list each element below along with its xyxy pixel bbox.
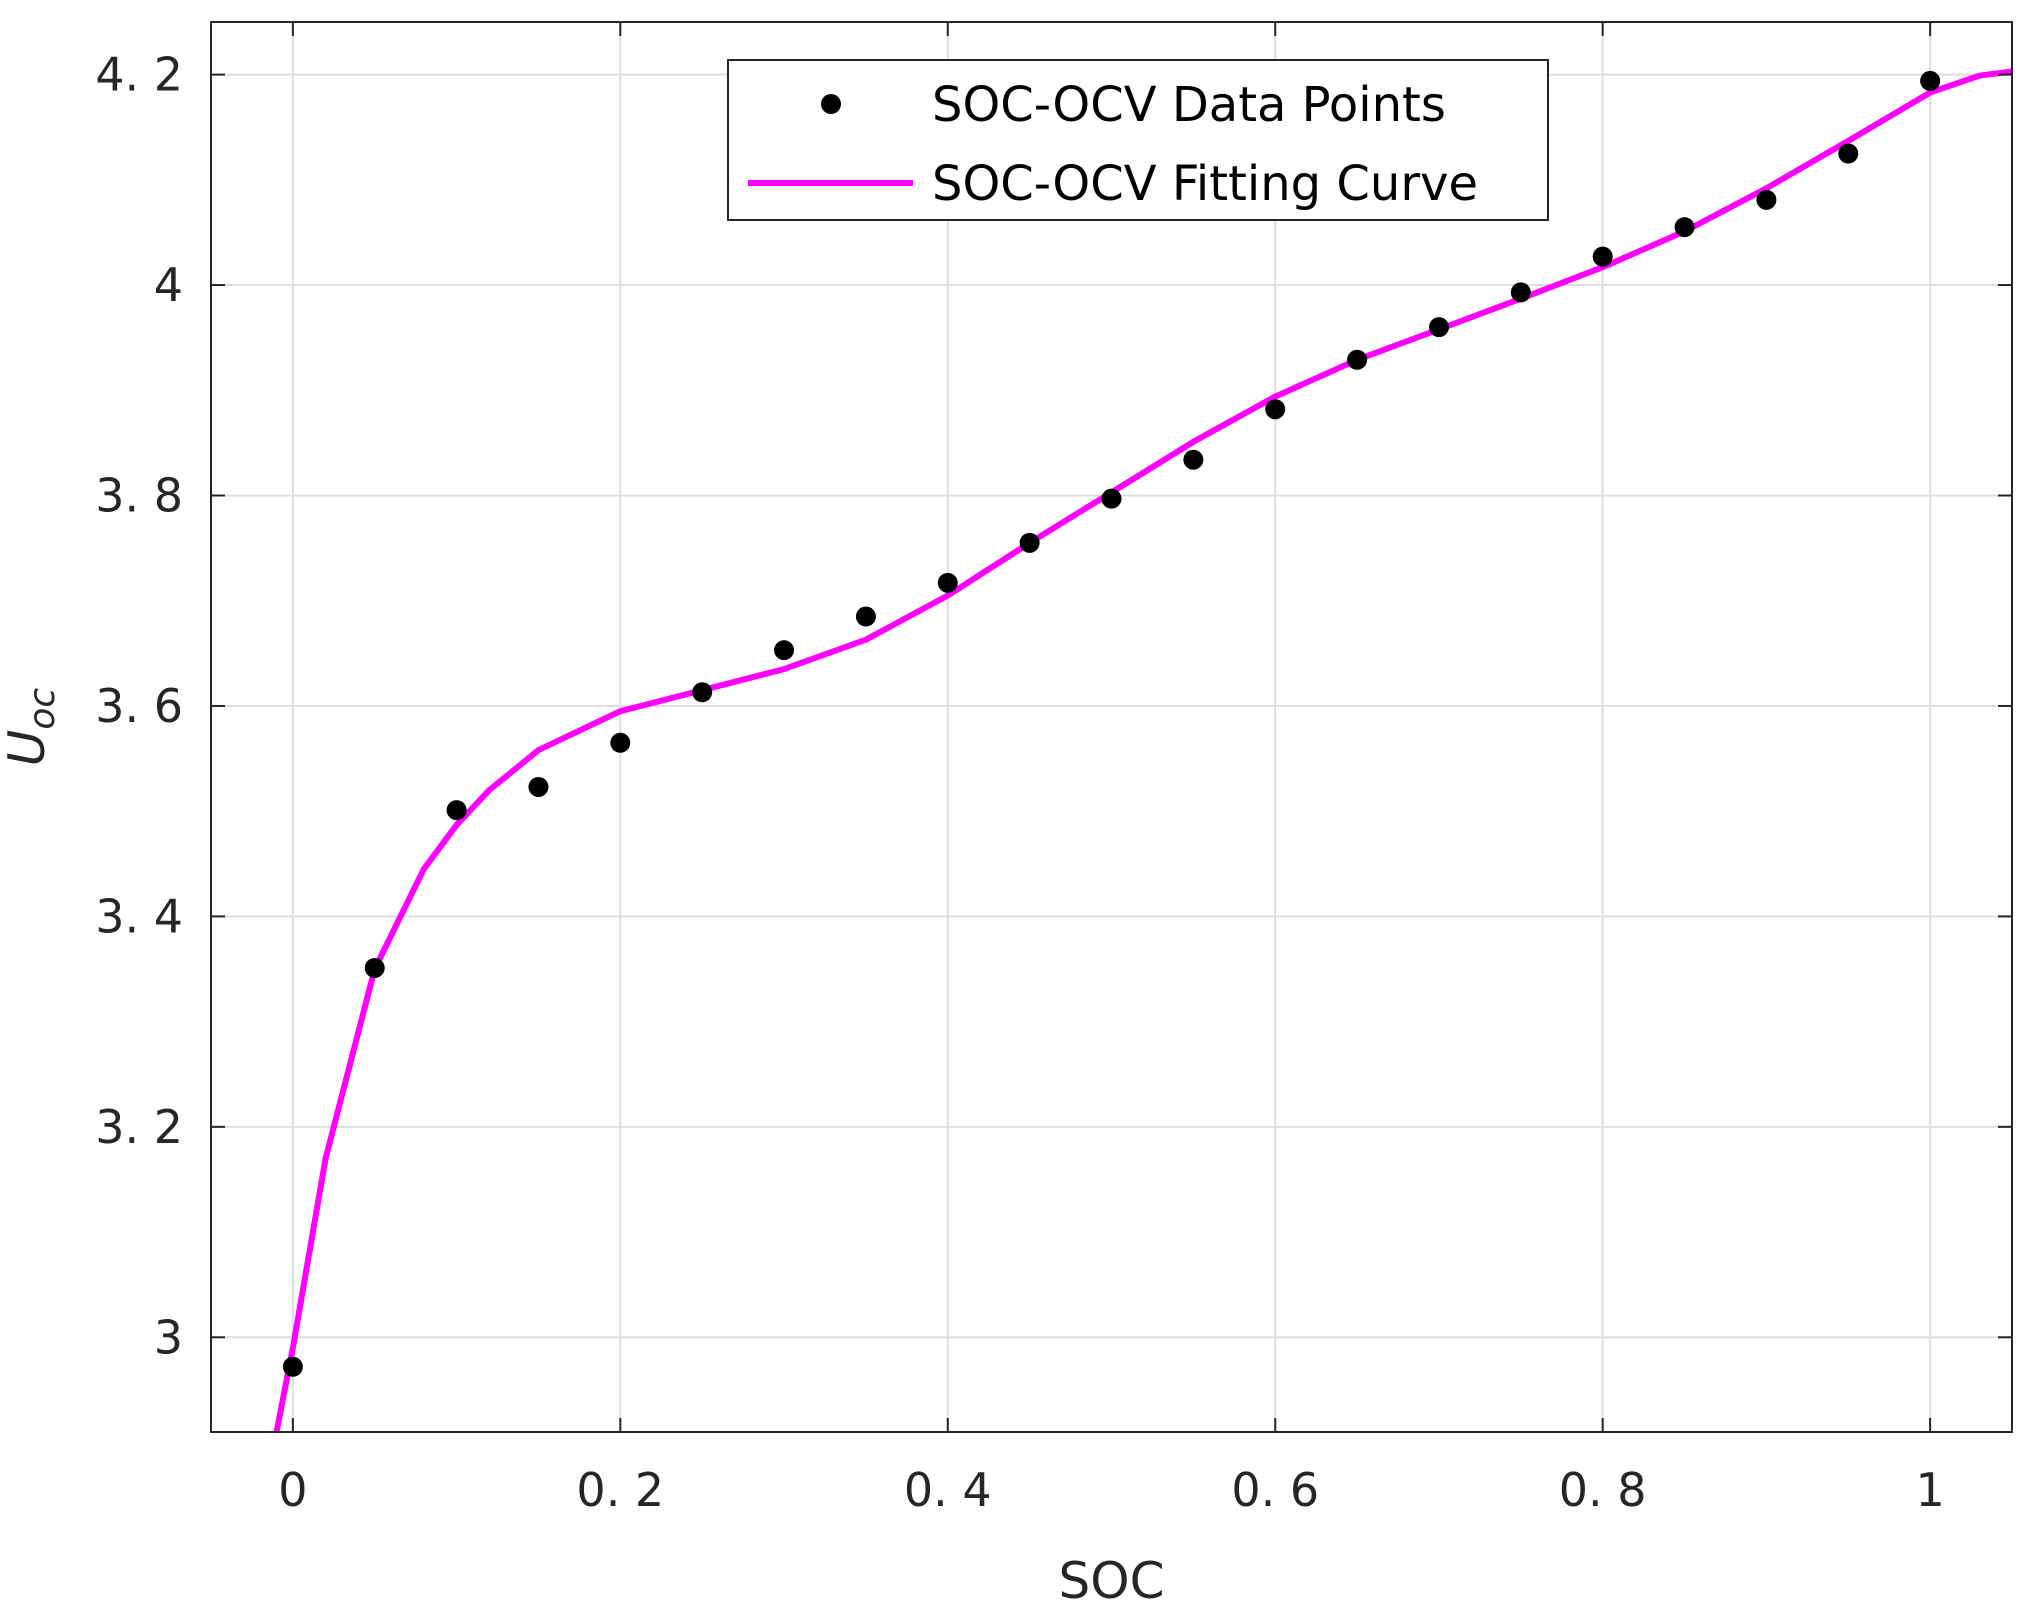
- legend-label-data-points: SOC-OCV Data Points: [932, 77, 1446, 133]
- data-point: [1592, 246, 1613, 267]
- plot-series: [273, 68, 2012, 1432]
- data-point: [446, 800, 467, 821]
- data-point: [937, 572, 958, 593]
- data-point: [1019, 532, 1040, 553]
- data-point: [1428, 317, 1449, 338]
- x-tick-label: 0. 8: [1559, 1463, 1647, 1517]
- data-point: [610, 732, 631, 753]
- y-tick-label: 3. 4: [95, 889, 183, 943]
- axes-frame: [210, 21, 2013, 1433]
- data-point: [528, 776, 549, 797]
- data-point: [692, 682, 713, 703]
- x-tick-label: 0. 2: [576, 1463, 664, 1517]
- data-point: [364, 957, 385, 978]
- axis-ticks: 0 0. 2 0. 4 0. 6 0. 8 1 3 3. 2 3. 4 3. 6 3. 8 4 4. 2: [95, 22, 2012, 1517]
- legend-label-fitting-curve: SOC-OCV Fitting Curve: [932, 156, 1478, 212]
- data-point: [1183, 449, 1204, 470]
- data-point: [1101, 488, 1122, 509]
- x-tick-label: 1: [1915, 1463, 1944, 1517]
- y-tick-label: 3. 6: [95, 679, 183, 733]
- data-point: [1674, 217, 1695, 238]
- legend: SOC-OCV Data Points SOC-OCV Fitting Curv…: [727, 59, 1549, 221]
- data-point: [1838, 143, 1859, 164]
- x-axis-label: SOC: [1058, 1552, 1164, 1610]
- data-point: [1510, 282, 1531, 303]
- data-point: [855, 606, 876, 627]
- legend-box: [727, 59, 1549, 221]
- y-tick-label: 3: [154, 1310, 183, 1364]
- y-tick-label: 3. 8: [95, 469, 183, 523]
- y-axis-label: Uoc: [0, 688, 63, 767]
- legend-marker-data-points: [821, 94, 841, 114]
- y-tick-label: 4. 2: [95, 48, 183, 102]
- y-tick-label: 4: [154, 258, 183, 312]
- x-tick-label: 0: [278, 1463, 307, 1517]
- data-point: [282, 1356, 303, 1377]
- x-tick-label: 0. 6: [1231, 1463, 1319, 1517]
- x-tick-label: 0. 4: [904, 1463, 992, 1517]
- data-point: [1347, 349, 1368, 370]
- data-point: [1265, 399, 1286, 420]
- data-point: [1920, 70, 1941, 91]
- y-tick-label: 3. 2: [95, 1100, 183, 1154]
- data-point: [774, 640, 795, 661]
- data-point: [1756, 189, 1777, 210]
